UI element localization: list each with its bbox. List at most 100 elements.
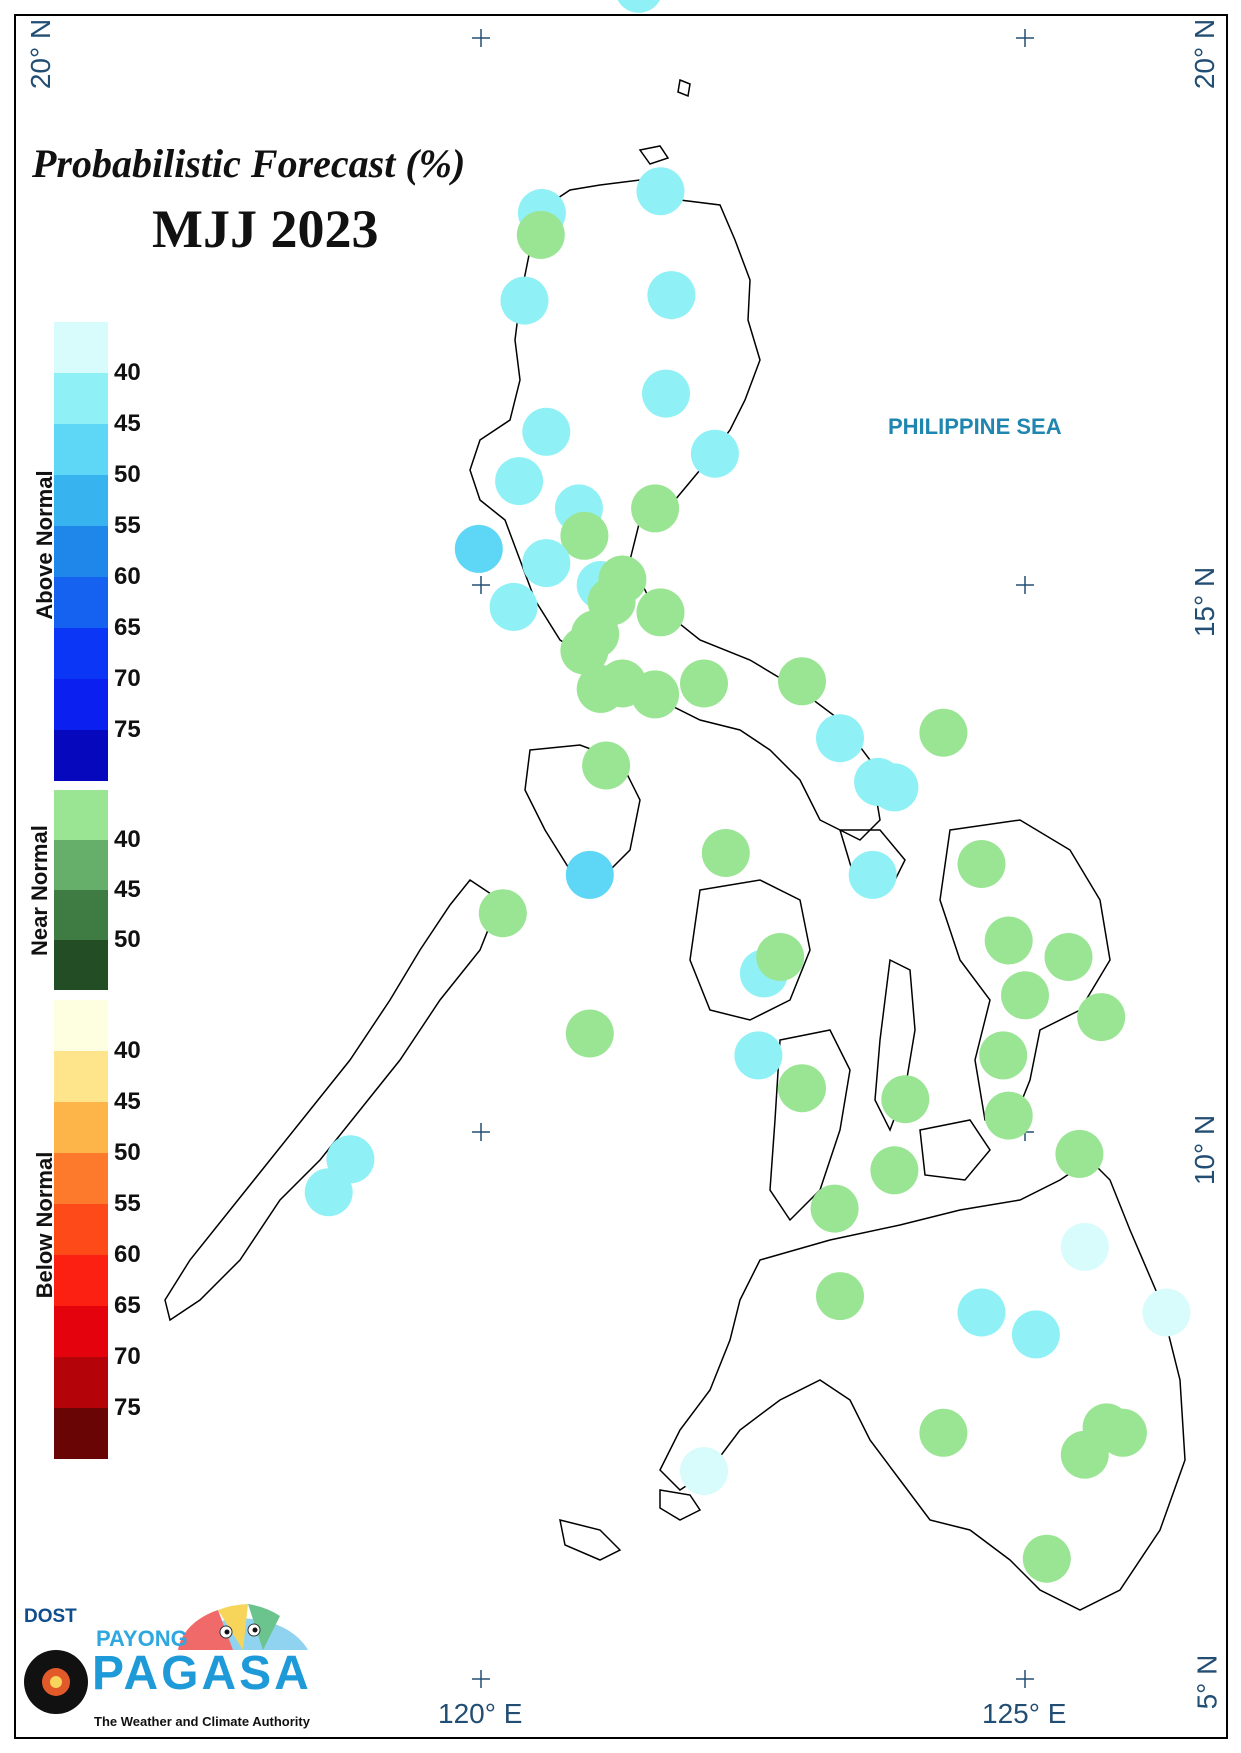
station-marker-14 bbox=[522, 539, 571, 588]
station-marker-56 bbox=[957, 1288, 1006, 1337]
lat-label-5: 5° N bbox=[1191, 1654, 1223, 1710]
station-marker-46 bbox=[778, 1064, 826, 1113]
logo-dost: DOST bbox=[24, 1606, 77, 1627]
station-marker-1 bbox=[636, 167, 685, 216]
station-marker-48 bbox=[984, 1091, 1033, 1140]
station-marker-40 bbox=[756, 933, 805, 981]
station-marker-4 bbox=[500, 276, 549, 325]
station-marker-57 bbox=[1011, 1310, 1060, 1359]
legend-swatch-below-3 bbox=[54, 1153, 108, 1204]
station-marker-55 bbox=[816, 1272, 864, 1321]
legend-bar-near-normal bbox=[54, 790, 108, 990]
station-marker-27 bbox=[816, 714, 864, 763]
station-marker-63 bbox=[680, 1447, 728, 1496]
legend-swatch-above-8 bbox=[54, 730, 108, 781]
palawan-outline bbox=[164, 878, 501, 1322]
station-marker-28 bbox=[919, 708, 968, 757]
station-marker-44 bbox=[734, 1031, 783, 1080]
legend-tick-above-70: 70 bbox=[114, 665, 141, 692]
legend-swatch-above-7 bbox=[54, 679, 108, 730]
logo-pagasa: PAGASA bbox=[92, 1647, 312, 1700]
legend-tick-near-50: 50 bbox=[114, 926, 141, 953]
legend-swatch-below-5 bbox=[54, 1255, 108, 1306]
station-marker-52 bbox=[870, 1146, 919, 1195]
station-marker-33 bbox=[848, 850, 897, 899]
legend-swatch-above-0 bbox=[54, 322, 108, 373]
station-marker-31 bbox=[582, 741, 631, 790]
legend-tick-above-65: 65 bbox=[114, 614, 141, 641]
station-marker-58 bbox=[1142, 1288, 1191, 1337]
legend-swatch-above-3 bbox=[54, 475, 108, 526]
station-marker-41 bbox=[1001, 971, 1049, 1020]
legend-tick-above-50: 50 bbox=[114, 461, 141, 488]
station-marker-42 bbox=[1077, 993, 1126, 1042]
station-marker-13 bbox=[454, 524, 503, 573]
basilan-outline bbox=[659, 1489, 702, 1521]
legend-swatch-above-6 bbox=[54, 628, 108, 679]
luzon-outline bbox=[469, 179, 881, 841]
lon-label-125: 125° E bbox=[982, 1698, 1067, 1729]
legend-tick-below-40: 40 bbox=[114, 1037, 141, 1064]
station-marker-8 bbox=[690, 429, 739, 478]
station-marker-12 bbox=[560, 511, 609, 560]
station-marker-64 bbox=[1022, 1534, 1071, 1583]
station-marker-9 bbox=[495, 457, 544, 506]
legend-swatch-near-0 bbox=[54, 790, 108, 840]
legend-swatch-below-7 bbox=[54, 1357, 108, 1408]
station-marker-61 bbox=[1098, 1408, 1147, 1457]
pagasa-logo: DOST PAYONG PAGASA The Weather and Clima… bbox=[18, 1590, 318, 1740]
station-marker-6 bbox=[642, 369, 690, 418]
legend-swatch-near-1 bbox=[54, 840, 108, 890]
logo-payong: PAYONG bbox=[96, 1626, 188, 1651]
legend-label-below-normal: Below Normal bbox=[32, 1151, 57, 1299]
lat-label-20-right: 20° N bbox=[1189, 18, 1221, 90]
umbrella-icon bbox=[24, 1604, 308, 1714]
legend-tick-above-45: 45 bbox=[114, 410, 141, 437]
samar-leyte-outline bbox=[939, 819, 1111, 1131]
station-marker-18 bbox=[489, 582, 538, 631]
station-marker-62 bbox=[1060, 1430, 1109, 1479]
sulu-outline bbox=[559, 1518, 622, 1561]
station-markers bbox=[304, 0, 1191, 1583]
legend-tick-below-50: 50 bbox=[114, 1139, 141, 1166]
station-marker-19 bbox=[636, 588, 685, 637]
legend-swatch-below-6 bbox=[54, 1306, 108, 1357]
legend-tick-below-60: 60 bbox=[114, 1241, 141, 1268]
legend-swatch-below-1 bbox=[54, 1051, 108, 1102]
station-marker-34 bbox=[957, 840, 1006, 888]
babuyan-outline bbox=[638, 145, 670, 165]
station-marker-7 bbox=[522, 407, 571, 456]
station-marker-35 bbox=[565, 850, 614, 899]
legend-swatch-above-4 bbox=[54, 526, 108, 577]
station-marker-25 bbox=[680, 659, 728, 708]
station-marker-3 bbox=[516, 210, 565, 259]
map-period: MJJ 2023 bbox=[152, 199, 379, 259]
legend-tick-below-65: 65 bbox=[114, 1292, 141, 1319]
station-marker-24 bbox=[631, 670, 680, 719]
legend-tick-below-55: 55 bbox=[114, 1190, 141, 1217]
station-marker-54 bbox=[1060, 1222, 1109, 1271]
panay-outline bbox=[689, 879, 811, 1021]
station-marker-51 bbox=[304, 1168, 353, 1217]
legend-tick-below-75: 75 bbox=[114, 1394, 141, 1421]
legend-tick-above-75: 75 bbox=[114, 716, 141, 743]
legend-tick-above-40: 40 bbox=[114, 359, 141, 386]
station-marker-32 bbox=[701, 829, 750, 877]
station-marker-37 bbox=[984, 916, 1033, 965]
legend-tick-above-60: 60 bbox=[114, 563, 141, 590]
map-title: Probabilistic Forecast (%) bbox=[32, 141, 466, 186]
legend-label-near-normal: Near Normal bbox=[27, 825, 52, 956]
logo-tagline: The Weather and Climate Authority bbox=[94, 1714, 310, 1729]
sea-label: PHILIPPINE SEA bbox=[888, 414, 1062, 439]
batanes-outline bbox=[677, 78, 691, 98]
station-marker-53 bbox=[810, 1184, 859, 1233]
lat-label-15: 15° N bbox=[1189, 566, 1221, 638]
lat-label-20-left: 20° N bbox=[25, 18, 57, 90]
station-marker-5 bbox=[647, 271, 696, 320]
legend-swatch-below-4 bbox=[54, 1204, 108, 1255]
station-marker-43 bbox=[565, 1009, 614, 1058]
legend-swatch-below-8 bbox=[54, 1408, 108, 1459]
legend-swatch-below-2 bbox=[54, 1102, 108, 1153]
legend-tick-below-70: 70 bbox=[114, 1343, 141, 1370]
